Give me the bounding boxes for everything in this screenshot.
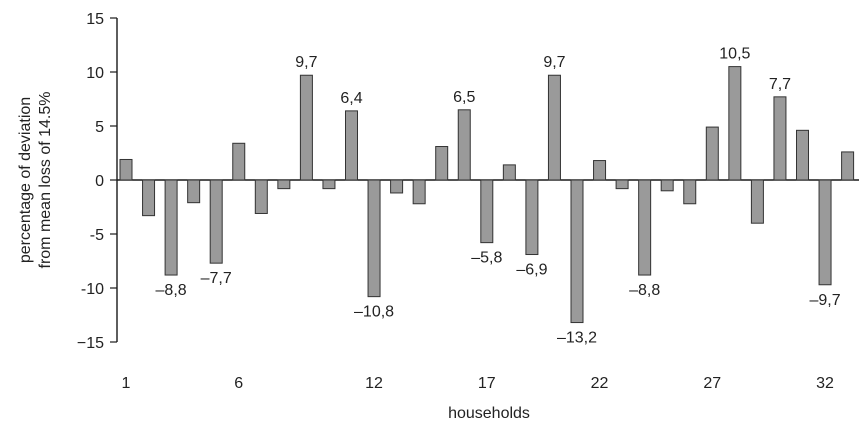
data-label-3: 9,7 bbox=[295, 54, 317, 71]
bar-6 bbox=[232, 142, 246, 181]
bar-2 bbox=[142, 179, 156, 217]
y-axis-title-line-2: from mean loss of 14.5% bbox=[37, 92, 54, 269]
y-axis-title-line-1: percentage of deviation bbox=[17, 97, 34, 263]
y-tick-label-5: -10 bbox=[81, 281, 104, 298]
bar-31 bbox=[796, 129, 809, 181]
data-label-6: 6,5 bbox=[453, 89, 475, 106]
data-label-2: –7,7 bbox=[201, 270, 232, 287]
x-tick-label-5: 27 bbox=[703, 375, 721, 392]
bars bbox=[119, 66, 855, 324]
bar-32 bbox=[818, 179, 832, 286]
y-axis-title: percentage of deviation from mean loss o… bbox=[17, 92, 54, 269]
data-label-8: –6,9 bbox=[516, 262, 547, 279]
bar-15 bbox=[435, 146, 449, 181]
bar-11 bbox=[345, 110, 358, 181]
bar-27 bbox=[705, 126, 719, 181]
y-tick-label-4: -5 bbox=[90, 227, 104, 244]
data-labels: –8,8 –7,7 9,7 6,4 –10,8 6,5 –5,8 –6,9 9,7 –13,2 –8… bbox=[156, 46, 841, 347]
bar-23 bbox=[615, 179, 629, 190]
bar-5 bbox=[209, 179, 223, 264]
bar-12 bbox=[367, 179, 381, 298]
bar-21 bbox=[570, 179, 584, 324]
data-label-7: –5,8 bbox=[471, 250, 502, 267]
x-tick-label-1: 6 bbox=[234, 375, 243, 392]
bar-20 bbox=[547, 74, 561, 181]
bar-29 bbox=[750, 179, 764, 224]
x-tick-label-0: 1 bbox=[122, 375, 131, 392]
x-tick-label-4: 22 bbox=[591, 375, 609, 392]
data-label-5: –10,8 bbox=[354, 304, 394, 321]
x-tick-label-2: 12 bbox=[365, 375, 383, 392]
y-tick-label-2: 5 bbox=[95, 119, 104, 136]
bar-13 bbox=[390, 179, 404, 194]
y-tick-label-0: 15 bbox=[86, 11, 104, 28]
data-label-10: –13,2 bbox=[557, 330, 597, 347]
data-label-1: –8,8 bbox=[156, 282, 187, 299]
bar-28 bbox=[728, 66, 742, 181]
data-label-11: –8,8 bbox=[629, 282, 660, 299]
bar-8 bbox=[277, 179, 291, 190]
bar-25 bbox=[660, 179, 674, 192]
bar-7 bbox=[254, 179, 268, 214]
x-axis-title: households bbox=[448, 405, 530, 422]
bar-30 bbox=[773, 96, 787, 181]
x-axis-tick-labels: 1 6 12 17 22 27 32 bbox=[122, 375, 835, 392]
bar-1 bbox=[119, 158, 133, 181]
bar-10 bbox=[322, 179, 336, 190]
data-label-13: 7,7 bbox=[769, 76, 791, 93]
data-label-4: 6,4 bbox=[340, 90, 362, 107]
data-label-14: –9,7 bbox=[809, 292, 840, 309]
data-label-12: 10,5 bbox=[719, 46, 750, 63]
y-tick-label-3: 0 bbox=[95, 173, 104, 190]
y-tick-label-6: −15 bbox=[77, 335, 104, 352]
bar-19 bbox=[525, 179, 539, 256]
bar-26 bbox=[683, 179, 697, 205]
bar-3 bbox=[164, 179, 178, 276]
bar-4 bbox=[187, 179, 201, 204]
y-tick-label-1: 10 bbox=[86, 65, 104, 82]
bar-33 bbox=[841, 151, 855, 181]
bar-16 bbox=[457, 109, 471, 181]
bar-24 bbox=[638, 179, 652, 276]
data-label-9: 9,7 bbox=[543, 54, 565, 71]
bar-14 bbox=[412, 179, 426, 205]
bar-22 bbox=[593, 160, 607, 181]
bar-18 bbox=[502, 164, 516, 181]
x-tick-label-3: 17 bbox=[478, 375, 496, 392]
x-tick-label-6: 32 bbox=[816, 375, 834, 392]
bar-17 bbox=[480, 179, 494, 244]
bar-9 bbox=[299, 74, 313, 181]
y-axis-ticks: 15 10 5 0 -5 -10 −15 bbox=[77, 11, 117, 352]
